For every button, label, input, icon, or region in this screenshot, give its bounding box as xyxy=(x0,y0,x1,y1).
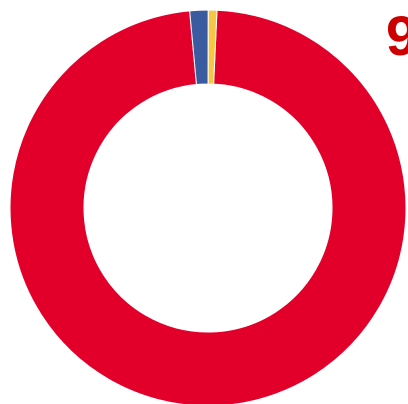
donut-slice-2 xyxy=(207,9,218,85)
donut-slice-0 xyxy=(9,9,407,404)
chart-annotation: 9 xyxy=(386,4,408,67)
